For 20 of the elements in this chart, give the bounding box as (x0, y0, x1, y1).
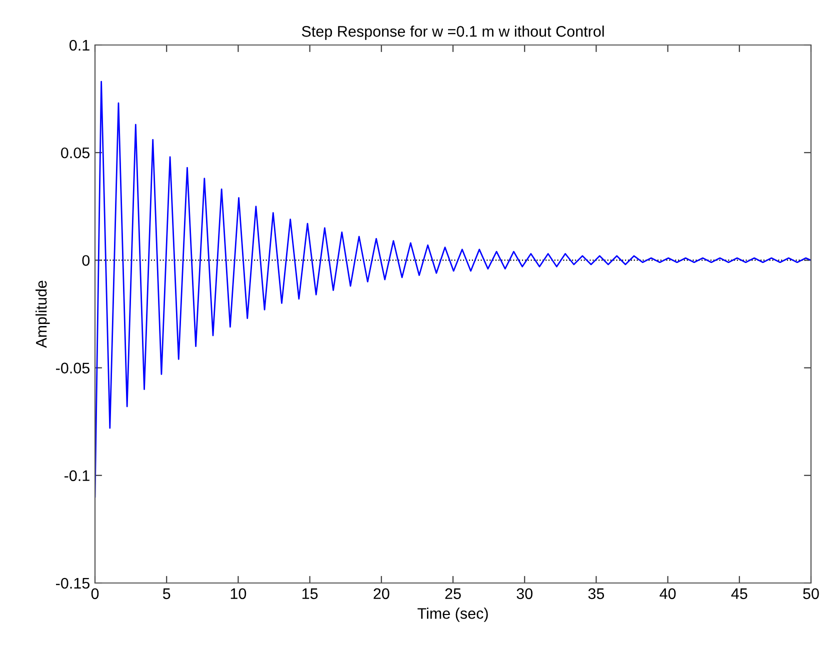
x-tick-label: 0 (91, 588, 99, 600)
x-axis-title: Time (sec) (418, 608, 488, 622)
x-tick-label: 5 (162, 588, 170, 600)
y-tick-label: 0.1 (70, 40, 90, 51)
x-tick-label: 20 (374, 588, 390, 600)
x-tick-label: 25 (445, 588, 461, 600)
x-tick-label: 45 (731, 588, 748, 600)
y-tick-label: 0 (82, 255, 90, 266)
y-tick-label: 0.05 (61, 147, 90, 158)
y-tick-label: -0.15 (56, 578, 90, 589)
x-tick-label: 10 (230, 588, 246, 600)
x-tick-label: 35 (588, 588, 604, 600)
y-axis-title: Amplitude (36, 280, 50, 348)
x-tick-label: 15 (302, 588, 318, 600)
x-tick-label: 40 (660, 588, 676, 600)
x-tick-label: 30 (516, 588, 532, 600)
x-tick-label: 50 (803, 588, 819, 600)
y-tick-label: -0.1 (64, 470, 90, 482)
y-tick-label: -0.05 (56, 362, 90, 374)
chart-title: Step Response for w =0.1 m w ithout Control (302, 26, 604, 40)
